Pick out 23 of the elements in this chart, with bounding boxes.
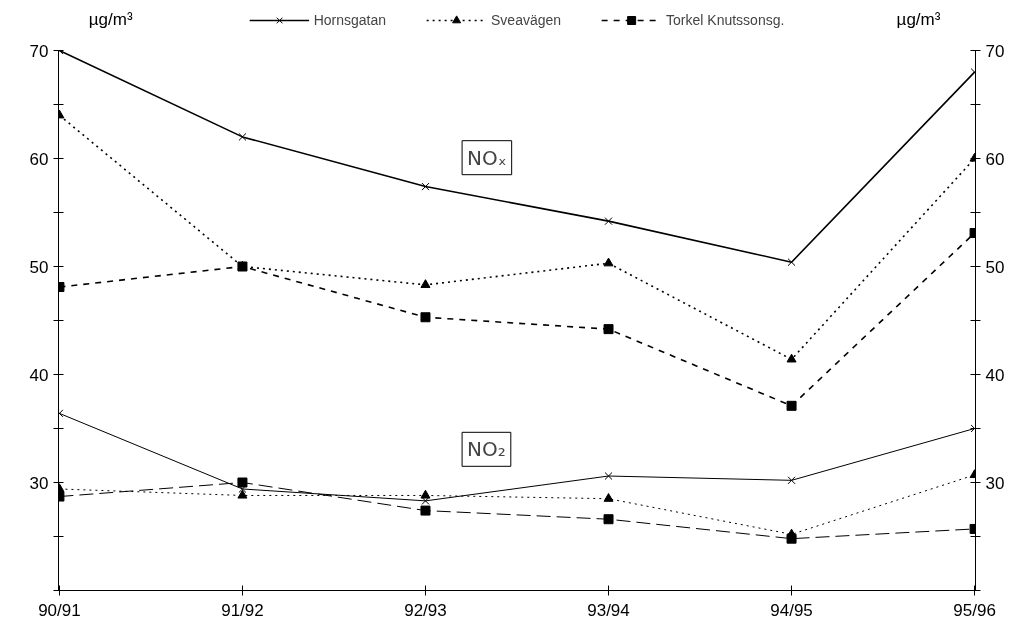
y-tick-label: 40 <box>29 365 49 385</box>
x-tick-label: 92/93 <box>404 600 447 619</box>
annotation: NOₓ <box>467 145 507 170</box>
y-tick-label: 60 <box>29 149 49 169</box>
y-tick-label: 50 <box>29 257 49 277</box>
y2-axis-title: µg/m³ <box>896 9 941 29</box>
y2-tick-label: 70 <box>985 41 1005 61</box>
y2-tick-label: 60 <box>985 149 1005 169</box>
x-tick-label: 93/94 <box>587 600 630 619</box>
x-tick-label: 95/96 <box>953 600 996 619</box>
y2-tick-label: 40 <box>985 365 1005 385</box>
y-tick-label: 70 <box>29 41 49 61</box>
y2-tick-label: 30 <box>985 473 1005 493</box>
y-tick-label: 30 <box>29 473 49 493</box>
legend-label: Hornsgatan <box>313 12 387 28</box>
x-tick-label: 94/95 <box>770 600 813 619</box>
x-tick-label: 91/92 <box>221 600 264 619</box>
x-tick-label: 90/91 <box>38 600 81 619</box>
legend-label: Torkel Knutssonsg. <box>666 12 785 28</box>
annotation: NO₂ <box>467 437 506 462</box>
y-axis-title: µg/m³ <box>88 9 133 29</box>
legend-label: Sveavägen <box>491 12 562 28</box>
y2-tick-label: 50 <box>985 257 1005 277</box>
